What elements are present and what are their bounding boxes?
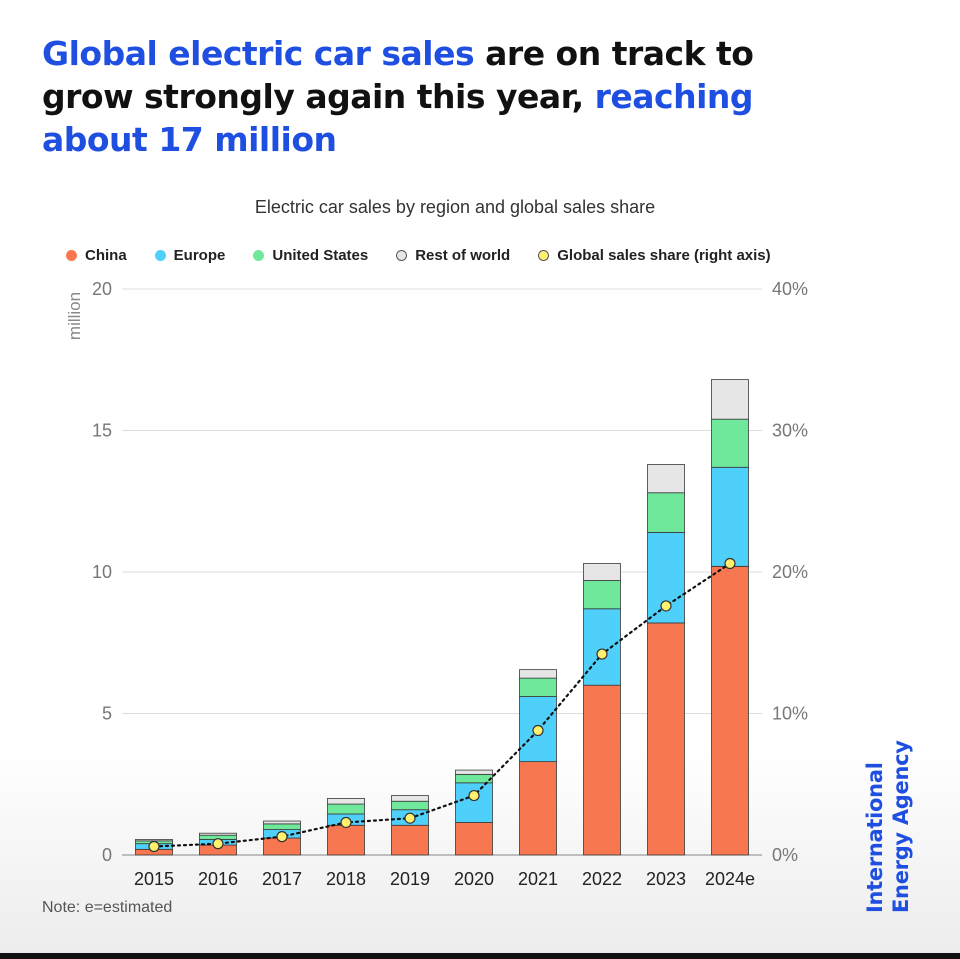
- bar-rest-of-world-2021: [519, 669, 557, 679]
- x-tick-label: 2024e: [705, 869, 755, 889]
- headline-text: are on track to grow strongly again this…: [42, 34, 754, 116]
- legend-item-europe: Europe: [154, 247, 226, 264]
- chart-title: Electric car sales by region and global …: [254, 197, 656, 217]
- y-axis-label: million: [65, 292, 84, 340]
- bar-china-2019: [391, 824, 429, 856]
- legend-label-united-states: United States: [272, 247, 369, 264]
- y-tick-label: 0: [102, 845, 112, 865]
- share-point-2022: [596, 648, 608, 660]
- bar-rest-of-world-2023: [647, 464, 685, 494]
- bar-rest-of-world-2015: [135, 839, 173, 842]
- y-tick-label: 5: [102, 704, 112, 724]
- bar-europe-2024e: [711, 466, 749, 567]
- x-tick-label: 2019: [390, 869, 430, 889]
- bar-united-states-2024e: [711, 418, 749, 468]
- bar-rest-of-world-2020: [455, 769, 493, 775]
- share-line: [148, 557, 736, 853]
- bar-united-states-2023: [647, 492, 685, 533]
- share-point-2017: [276, 831, 288, 843]
- y2-tick-label: 10%: [772, 704, 808, 724]
- legend-label-global-share: Global sales share (right axis): [557, 247, 771, 264]
- x-tick-label: 2017: [262, 869, 302, 889]
- bar-rest-of-world-2024e: [711, 379, 749, 420]
- x-tick-label: 2022: [582, 869, 622, 889]
- legend-swatch-global-share: [538, 250, 550, 261]
- share-point-2018: [340, 816, 352, 829]
- headline: Global electric car sales are on track t…: [42, 32, 802, 161]
- bar-china-2020: [455, 822, 493, 856]
- bottom-bar: [0, 953, 960, 959]
- axes: 0 0% 5 10% 10 20% 15 30% 20 40% million 2015 2016 201…: [65, 279, 808, 889]
- bar-china-2022: [583, 684, 621, 856]
- headline-highlight-1: Global electric car sales: [42, 34, 475, 73]
- legend-item-united-states: United States: [253, 247, 368, 264]
- bar-rest-of-world-2022: [583, 563, 621, 581]
- bar-rest-of-world-2017: [263, 820, 301, 825]
- y2-tick-label: 30%: [772, 421, 808, 441]
- headline-highlight-2: reaching about 17 million: [42, 77, 754, 159]
- bar-united-states-2018: [327, 803, 365, 815]
- x-tick-label: 2023: [646, 869, 686, 889]
- share-point-2016: [212, 838, 224, 850]
- legend-swatch-china: [66, 250, 77, 261]
- brand-line-2: Energy Agency: [889, 740, 913, 913]
- legend-label-rest-of-world: Rest of world: [415, 247, 511, 264]
- brand-line-1: International: [863, 762, 887, 913]
- legend-label-china: China: [85, 247, 127, 264]
- y-tick-label: 20: [92, 279, 112, 299]
- x-tick-label: 2016: [198, 869, 238, 889]
- bar-rest-of-world-2019: [391, 795, 429, 802]
- bar-china-2023: [647, 622, 685, 856]
- bar-united-states-2020: [455, 773, 493, 784]
- brand-logo-text: International Energy Agency: [862, 703, 914, 913]
- legend-swatch-europe: [154, 250, 166, 261]
- share-point-2021: [532, 724, 544, 737]
- legend-swatch-united-states: [253, 250, 265, 261]
- bar-china-2024e: [711, 565, 749, 856]
- share-point-2024e: [724, 557, 736, 570]
- bar-united-states-2022: [583, 580, 621, 610]
- chart-legend: China Europe United States Rest of world…: [66, 247, 771, 264]
- share-point-2019: [404, 812, 416, 824]
- y2-tick-label: 20%: [772, 562, 808, 582]
- y2-tick-label: 0%: [772, 845, 798, 865]
- y-tick-label: 10: [92, 562, 112, 582]
- legend-item-rest-of-world: Rest of world: [396, 247, 510, 264]
- x-tick-label: 2020: [454, 869, 494, 889]
- share-point-2020: [468, 789, 480, 802]
- bar-rest-of-world-2018: [327, 798, 365, 805]
- bars: [135, 379, 749, 856]
- x-tick-label: 2018: [326, 869, 366, 889]
- legend-item-global-share: Global sales share (right axis): [538, 247, 771, 264]
- bar-united-states-2017: [263, 823, 301, 830]
- share-line-path: [152, 562, 732, 848]
- x-tick-label: 2021: [518, 869, 558, 889]
- bar-europe-2022: [583, 608, 621, 686]
- bar-united-states-2021: [519, 677, 557, 697]
- bar-china-2021: [519, 761, 557, 856]
- bar-rest-of-world-2016: [199, 832, 237, 836]
- bar-united-states-2019: [391, 800, 429, 811]
- x-tick-label: 2015: [134, 869, 174, 889]
- share-point-2015: [148, 840, 160, 853]
- bar-europe-2020: [455, 782, 493, 823]
- bar-china-2018: [327, 824, 365, 856]
- legend-item-china: China: [66, 247, 127, 264]
- legend-swatch-rest-of-world: [396, 250, 408, 261]
- chart-note: Note: e=estimated: [42, 899, 173, 916]
- legend-label-europe: Europe: [173, 247, 226, 264]
- y2-tick-label: 40%: [772, 279, 808, 299]
- share-point-2023: [660, 600, 672, 612]
- y-tick-label: 15: [92, 421, 112, 441]
